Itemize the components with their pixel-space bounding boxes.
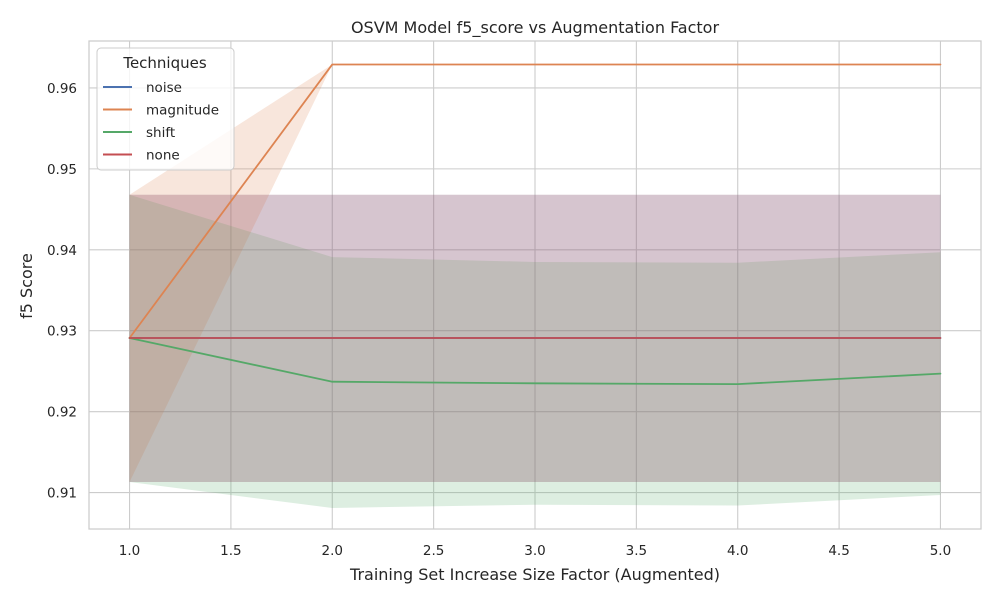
x-tick-label: 2.0 (322, 543, 343, 559)
legend-label-none: none (146, 148, 180, 164)
y-tick-label: 0.94 (47, 243, 77, 259)
legend: Techniques noise magnitude shift none (97, 48, 234, 170)
x-tick-label: 3.0 (524, 543, 545, 559)
y-tick-label: 0.91 (47, 486, 77, 502)
x-axis-ticks: 1.0 1.5 2.0 2.5 3.0 3.5 4.0 4.5 5.0 (119, 543, 951, 559)
x-axis-label: Training Set Increase Size Factor (Augme… (349, 565, 720, 584)
x-tick-label: 1.5 (220, 543, 241, 559)
y-tick-label: 0.93 (47, 324, 77, 340)
y-axis-ticks: 0.91 0.92 0.93 0.94 0.95 0.96 (47, 81, 77, 502)
x-tick-label: 4.5 (828, 543, 849, 559)
x-tick-label: 2.5 (423, 543, 444, 559)
y-tick-label: 0.96 (47, 81, 77, 97)
chart-title: OSVM Model f5_score vs Augmentation Fact… (351, 18, 720, 38)
y-tick-label: 0.92 (47, 405, 77, 421)
x-tick-label: 3.5 (626, 543, 647, 559)
legend-label-magnitude: magnitude (146, 103, 219, 119)
legend-label-shift: shift (146, 125, 175, 141)
x-tick-label: 4.0 (727, 543, 748, 559)
legend-label-noise: noise (146, 80, 182, 96)
y-axis-label: f5 Score (17, 253, 36, 319)
y-tick-label: 0.95 (47, 162, 77, 178)
legend-title: Techniques (122, 54, 207, 72)
x-tick-label: 1.0 (119, 543, 140, 559)
x-tick-label: 5.0 (930, 543, 951, 559)
